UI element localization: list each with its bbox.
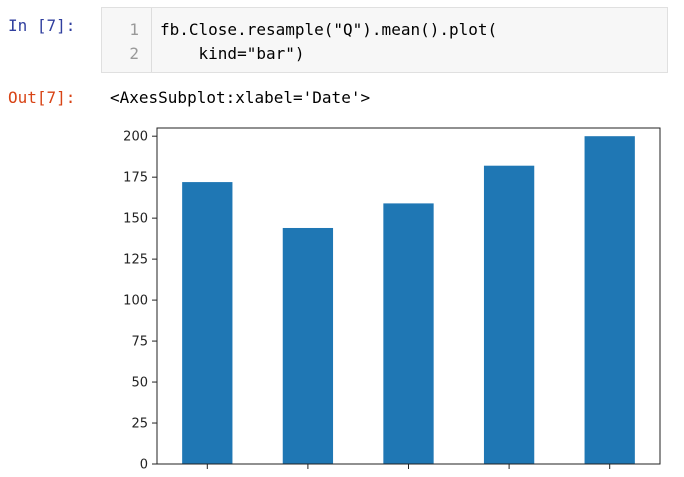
output-text: <AxesSubplot:xlabel='Date'> <box>110 88 371 107</box>
y-tick-label: 25 <box>131 417 148 432</box>
code-editor[interactable]: 1 2 fb.Close.resample("Q").mean().plot( … <box>101 7 668 73</box>
plot-frame <box>156 127 661 465</box>
y-tick-label: 125 <box>123 253 148 268</box>
bar <box>282 227 334 464</box>
y-tick-label: 200 <box>123 130 148 145</box>
y-tick-label: 175 <box>123 171 148 186</box>
line-number: 1 <box>129 20 139 39</box>
line-number-gutter: 1 2 <box>102 8 152 72</box>
line-number: 2 <box>129 44 139 63</box>
y-tick-label: 75 <box>131 335 148 350</box>
bar <box>383 203 434 464</box>
code-line[interactable]: kind="bar") <box>160 44 305 63</box>
y-tick-label: 150 <box>123 212 148 227</box>
bar <box>483 165 535 464</box>
code-line[interactable]: fb.Close.resample("Q").mean().plot( <box>160 20 498 39</box>
y-tick-label: 50 <box>131 376 148 391</box>
y-tick-label: 100 <box>123 294 148 309</box>
bar <box>182 182 233 464</box>
input-prompt: In [7]: <box>8 16 76 35</box>
output-prompt: Out[7]: <box>8 88 76 107</box>
bar <box>584 136 635 464</box>
y-tick-label: 0 <box>140 458 148 473</box>
